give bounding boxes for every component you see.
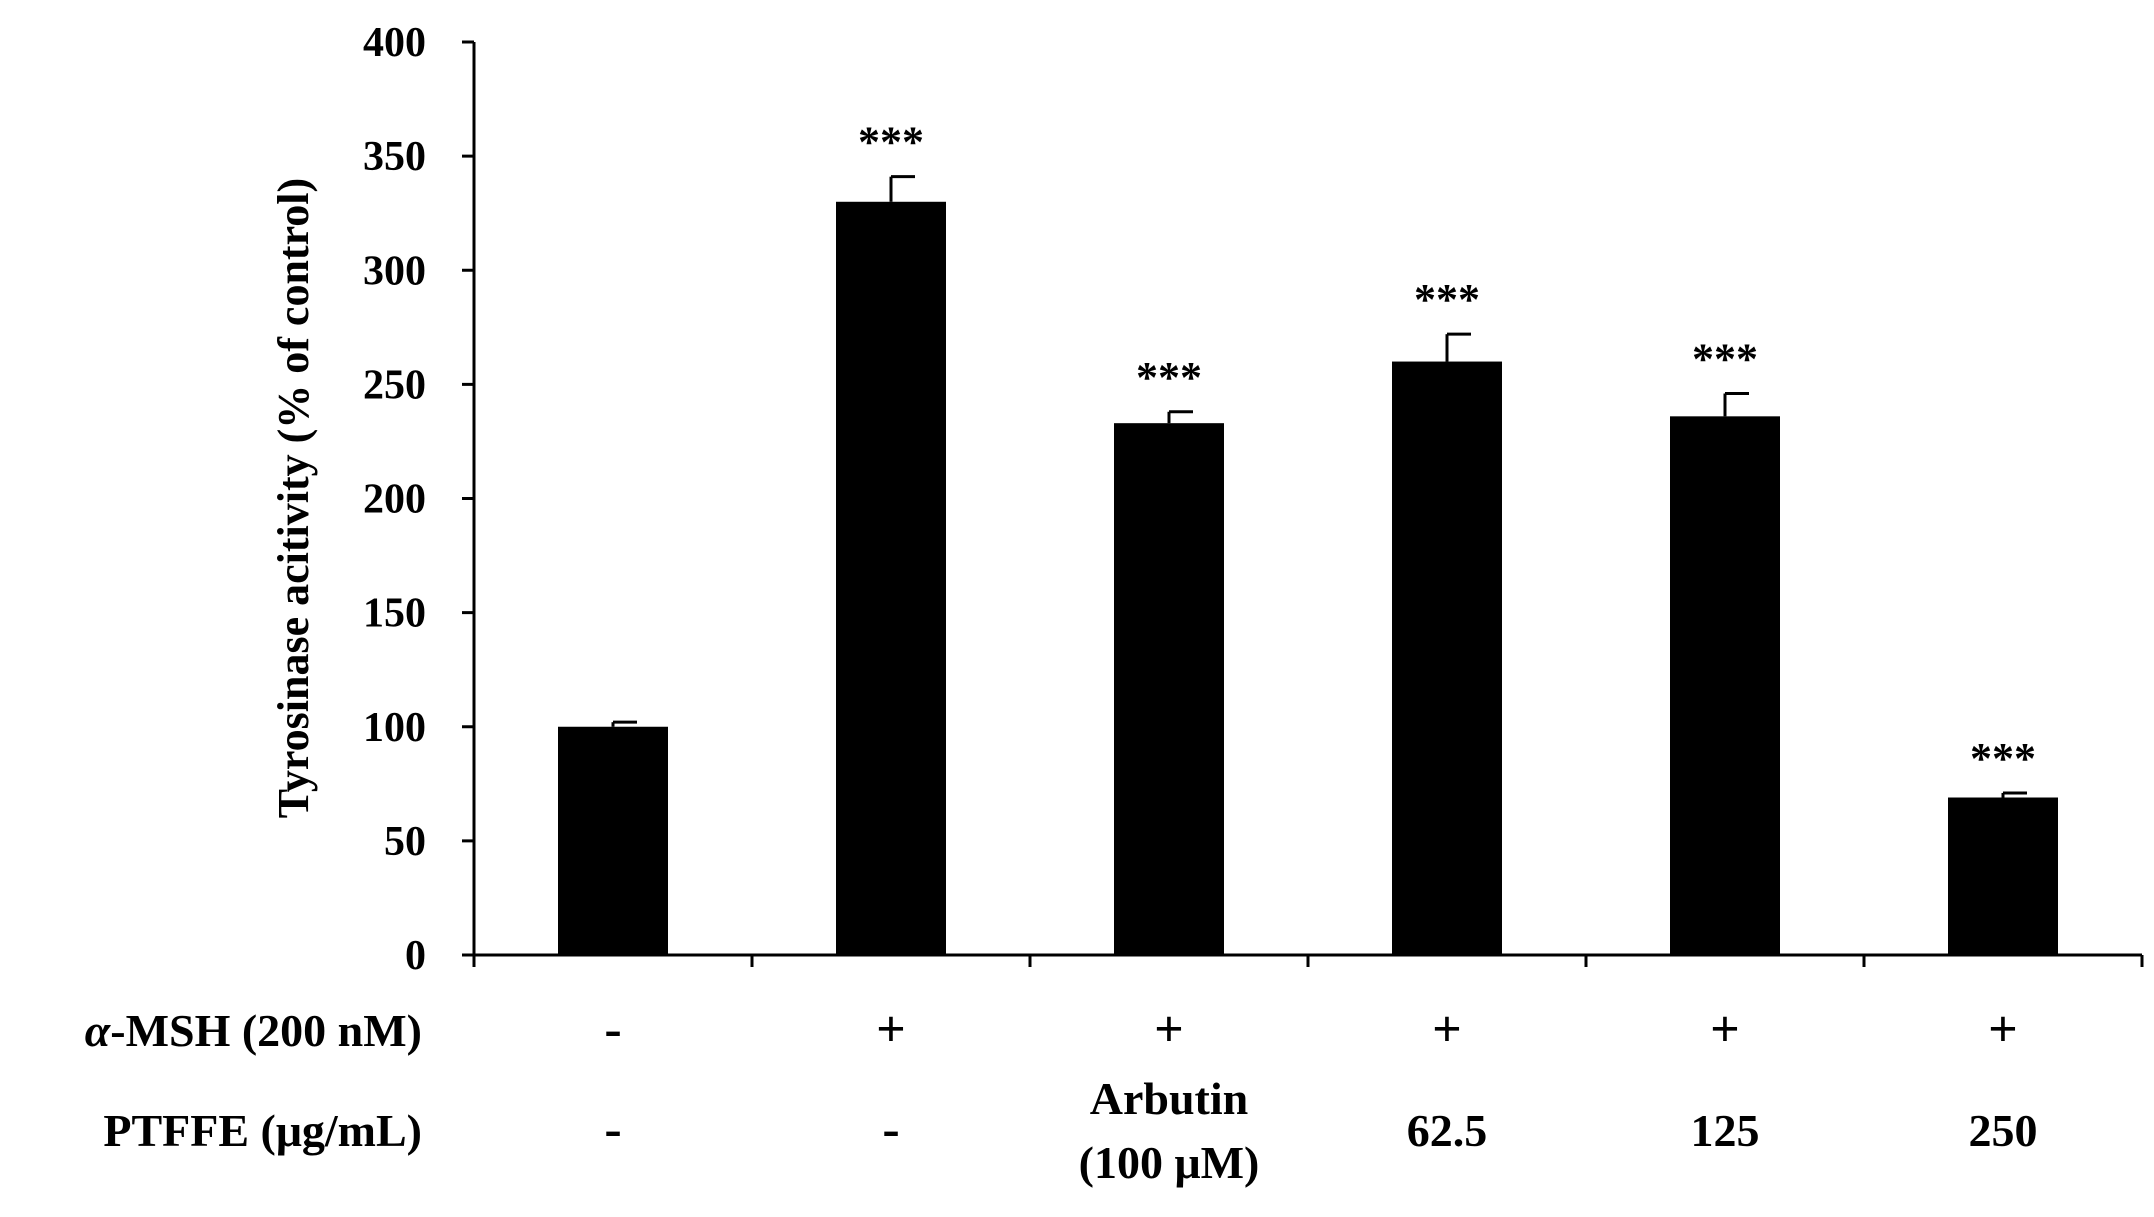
significance-marks: *** *** *** *** *** — [858, 118, 2036, 783]
y-tick-label: 350 — [363, 134, 426, 180]
significance-label: *** — [858, 118, 924, 167]
condition-value: + — [1710, 1001, 1740, 1058]
x-ticks — [472, 955, 2144, 967]
y-ticks: 0 50 100 150 200 250 300 350 400 — [363, 20, 474, 979]
condition-value: - — [604, 1001, 621, 1058]
significance-label: *** — [1692, 335, 1758, 384]
y-tick-label: 300 — [363, 248, 426, 294]
error-bars — [611, 175, 2027, 798]
y-tick-label: 250 — [363, 362, 426, 408]
condition-value: - — [604, 1101, 621, 1158]
significance-label: *** — [1414, 275, 1480, 324]
bar — [836, 201, 946, 955]
condition-value: 250 — [1969, 1105, 2038, 1156]
bar — [558, 726, 668, 955]
y-tick-label: 200 — [363, 477, 426, 523]
condition-value: (100 μM) — [1079, 1137, 1260, 1188]
bar — [1948, 797, 2058, 955]
condition-value: + — [1154, 1001, 1184, 1058]
bar — [1114, 423, 1224, 955]
condition-value: + — [876, 1001, 906, 1058]
condition-value: + — [1988, 1001, 2018, 1058]
condition-value: Arbutin — [1090, 1073, 1248, 1124]
y-tick-label: 150 — [363, 591, 426, 637]
y-tick-label: 50 — [384, 819, 426, 865]
y-tick-label: 100 — [363, 705, 426, 751]
condition-rows: α-MSH (200 nM) - + + + + + PTFFE (μg/mL) - - Arbut… — [85, 1001, 2038, 1188]
y-tick-label: 0 — [405, 933, 426, 979]
condition-value: 62.5 — [1407, 1105, 1488, 1156]
y-tick-label: 400 — [363, 20, 426, 66]
condition-value: - — [882, 1101, 899, 1158]
axes — [472, 42, 2142, 957]
y-axis-label: Tyrosinase acitivity (% of control) — [269, 178, 318, 818]
significance-label: *** — [1970, 734, 2036, 783]
condition-value: + — [1432, 1001, 1462, 1058]
bar — [1392, 361, 1502, 955]
row-label: α-MSH (200 nM) — [85, 1005, 422, 1056]
bars — [558, 201, 2058, 956]
row-label: PTFFE (μg/mL) — [103, 1105, 422, 1156]
bar — [1670, 416, 1780, 956]
condition-value: 125 — [1691, 1105, 1760, 1156]
significance-label: *** — [1136, 353, 1202, 402]
